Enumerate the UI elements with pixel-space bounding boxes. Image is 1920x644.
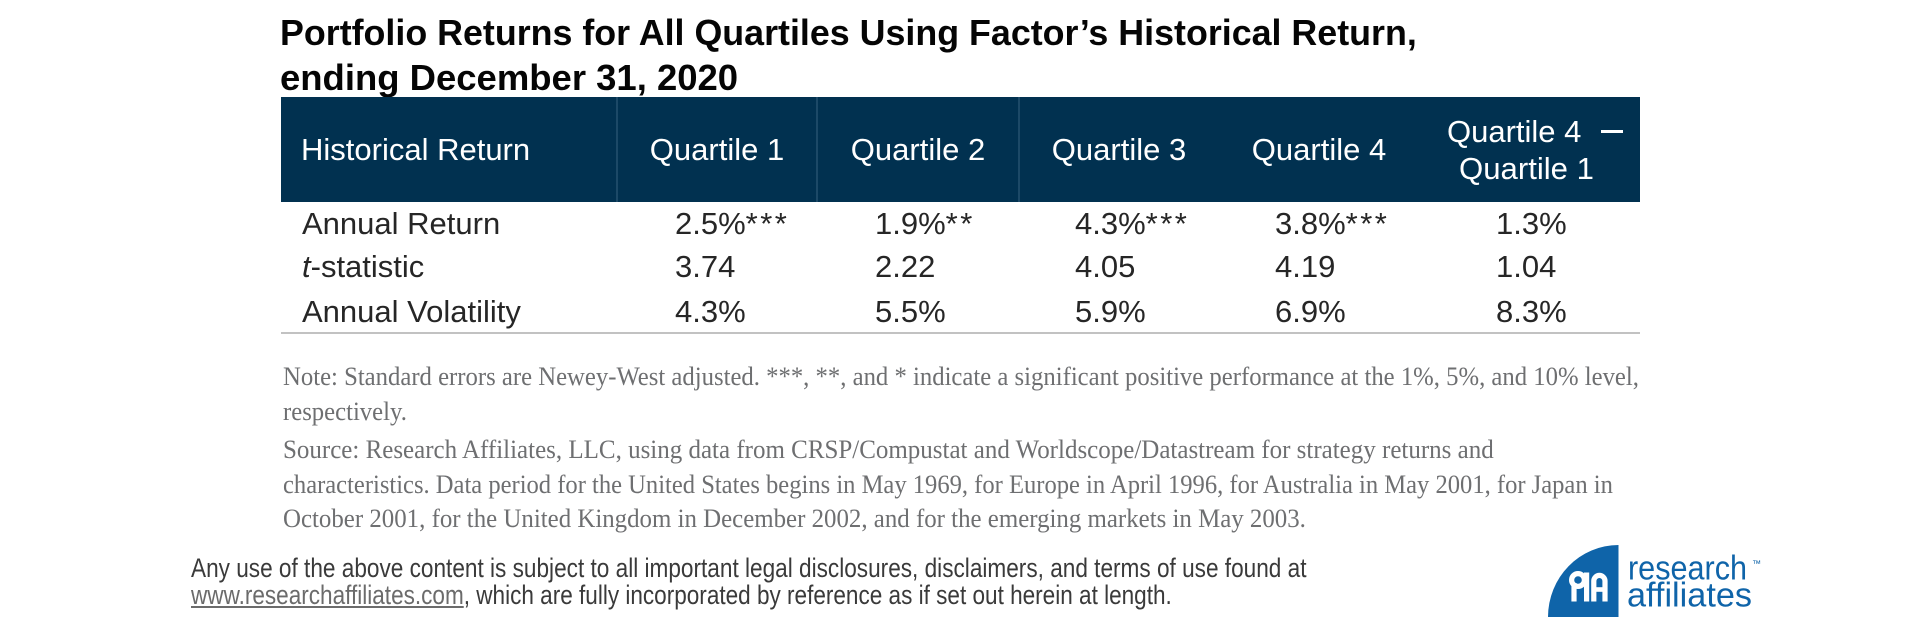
svg-text:affiliates: affiliates: [1627, 577, 1752, 615]
svg-text:™: ™: [1752, 558, 1761, 568]
svg-text:research: research: [1628, 550, 1747, 588]
